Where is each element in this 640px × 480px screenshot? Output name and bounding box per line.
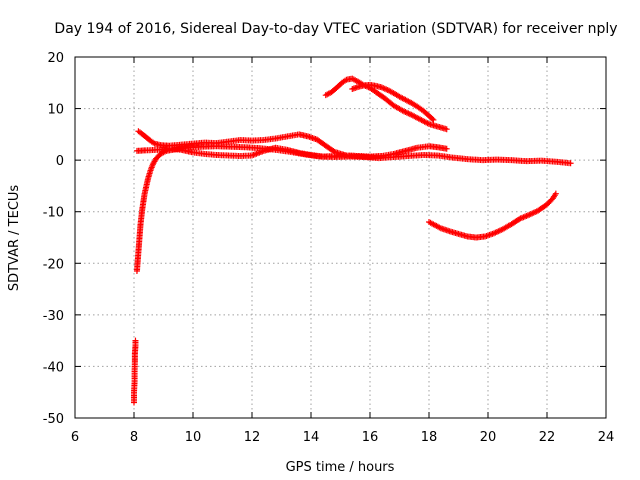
x-tick-label: 16 xyxy=(362,430,379,445)
data-point-marker xyxy=(330,148,337,155)
y-tick-label: 0 xyxy=(56,154,64,169)
data-point-marker xyxy=(430,116,437,123)
data-point-marker xyxy=(429,115,436,122)
y-tick-label: -20 xyxy=(43,257,64,272)
y-tick-label: -50 xyxy=(43,412,64,427)
y-tick-label: -30 xyxy=(43,309,64,324)
series-arc-high-upper xyxy=(349,81,437,123)
x-axis-label: GPS time / hours xyxy=(286,460,395,475)
series-arc-flat xyxy=(133,144,385,160)
data-point-marker xyxy=(443,126,450,133)
data-point-marker xyxy=(567,160,574,167)
data-point-marker xyxy=(132,337,139,344)
y-axis-label: SDTVAR / TECUs xyxy=(7,185,22,292)
series-arc-negative xyxy=(426,190,559,241)
x-tick-label: 18 xyxy=(421,430,438,445)
data-point-marker xyxy=(378,153,385,160)
y-tick-label: -10 xyxy=(43,206,64,221)
x-tick-label: 20 xyxy=(480,430,497,445)
x-tick-label: 14 xyxy=(303,430,320,445)
data-point-marker xyxy=(443,145,450,152)
x-tick-label: 8 xyxy=(130,430,138,445)
x-tick-label: 24 xyxy=(598,430,615,445)
x-tick-label: 22 xyxy=(539,430,556,445)
y-tick-label: 10 xyxy=(47,103,64,118)
y-tick-label: 20 xyxy=(47,51,64,66)
x-tick-label: 6 xyxy=(71,430,79,445)
plot-frame xyxy=(74,56,607,419)
x-tick-labels: 6 8 10 12 14 16 18 20 22 24 xyxy=(71,430,614,445)
axis-ticks xyxy=(74,56,607,419)
x-tick-label: 10 xyxy=(185,430,202,445)
chart-title: Day 194 of 2016, Sidereal Day-to-day VTE… xyxy=(54,21,617,37)
data-points xyxy=(131,75,574,406)
y-tick-label: -40 xyxy=(43,360,64,375)
series-arc-early-low xyxy=(131,337,139,406)
x-tick-label: 12 xyxy=(244,430,261,445)
data-point-marker xyxy=(552,190,559,197)
y-tick-labels: 20 10 0 -10 -20 -30 -40 -50 xyxy=(43,51,64,427)
